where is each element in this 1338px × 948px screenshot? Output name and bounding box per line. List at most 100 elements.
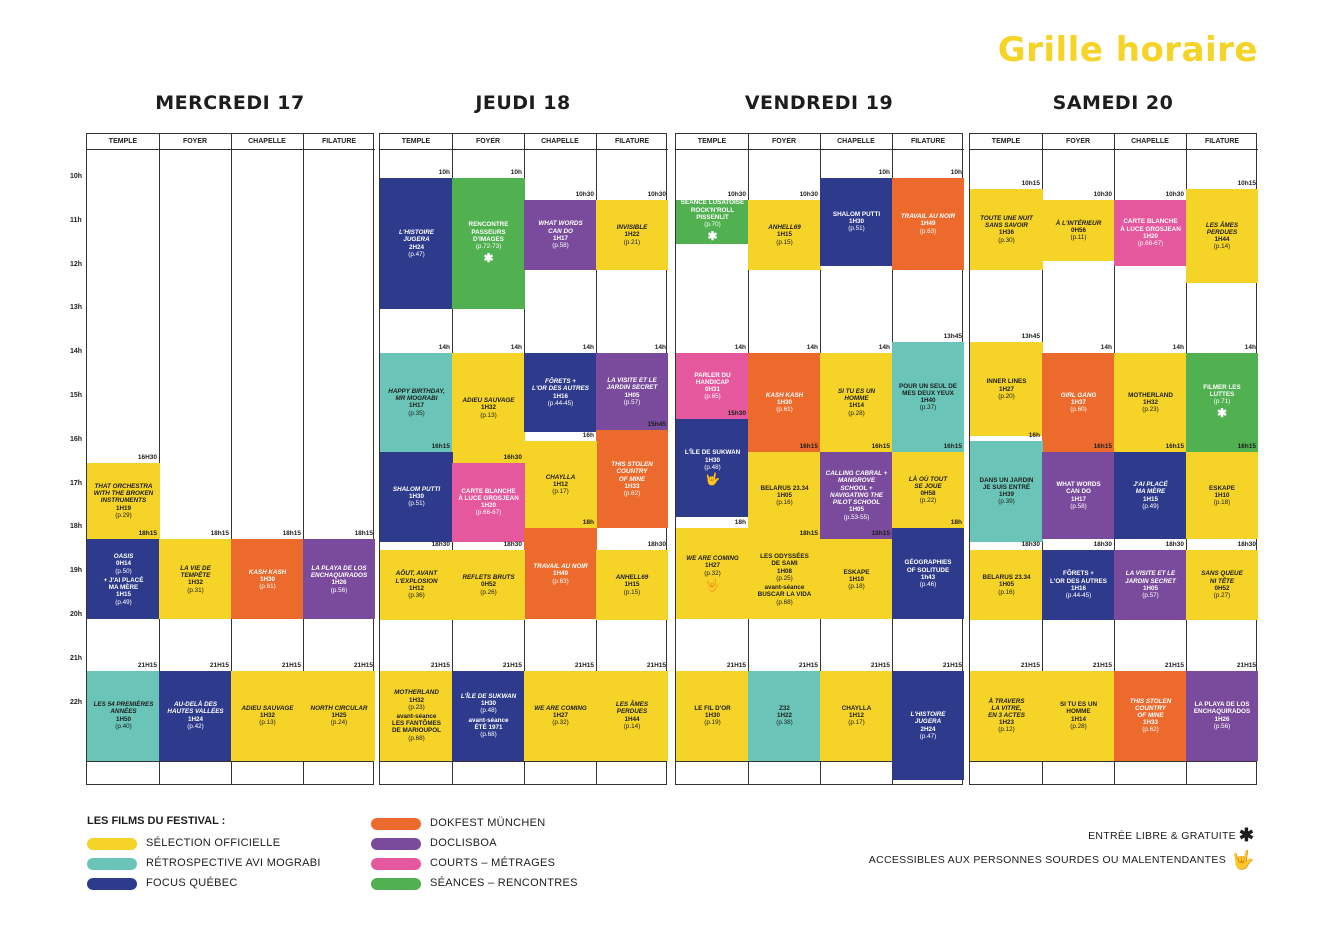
film-session[interactable]: ANHELL69 1H15 (p.15) [596, 550, 668, 620]
film-session[interactable]: LÀ OÙ TOUT SE JOUE 0H58 (p.22) [892, 451, 964, 529]
film-session[interactable]: À L'INTÉRIEUR 0H56 (p.11) [1042, 199, 1115, 262]
film-session[interactable]: NORTH CIRCULAR 1H25 (p.24) [303, 670, 375, 761]
film-session[interactable]: ESKAPE 1H10 (p.18) [820, 539, 893, 620]
film-session[interactable]: LA PLAYA DE LOS ENCHAQUIRADOS 1H26 (p.56) [303, 539, 375, 620]
film-session[interactable]: KASH KASH 1H30 (p.61) [231, 539, 304, 620]
film-session[interactable]: RENCONTRE PASSEURS D'IMAGES (p.72-73) ✱ [452, 178, 525, 310]
film-session[interactable]: L'ÎLE DE SUKWAN 1H30 (p.48) 🤟 [676, 418, 749, 518]
film-session[interactable]: L'HISTOIRE JUGERA 2H24 (p.47) [380, 178, 453, 310]
film-session[interactable]: TOUTE UNE NUIT SANS SAVOIR 1H36 (p.30) [970, 188, 1043, 270]
film-session[interactable]: J'AI PLACÉ MA MÈRE 1H15 (p.49) [1114, 451, 1187, 540]
session-time: 21H15 [502, 661, 522, 669]
day-name: MERCREDI 17 [155, 92, 305, 114]
film-session[interactable]: POUR UN SEUL DE MES DEUX YEUX 1H40 (p.37) [892, 342, 964, 452]
film-session[interactable]: WHAT WORDS CAN DO 1H17 (p.58) [524, 199, 597, 270]
film-session[interactable]: LA PLAYA DE LOS ENCHAQUIRADOS 1H26 (p.56) [1186, 670, 1258, 761]
film-duration: 1H32 [408, 696, 425, 704]
film-page: (p.12) [998, 726, 1015, 734]
film-session[interactable]: THIS STOLEN COUNTRY OF MINE 1H33 (p.62) [1114, 670, 1187, 761]
film-session[interactable]: LA VIE DE TEMPÊTE 1H32 (p.31) [159, 539, 232, 620]
film-duration: 1H30 [480, 700, 497, 708]
film-duration: 1H22 [624, 231, 640, 239]
film-session[interactable]: SANS QUEUE NI TÊTE 0H52 (p.27) [1186, 550, 1258, 620]
film-session[interactable]: FÔRETS + L'OR DES AUTRES 1H16 (p.44-45) [524, 353, 597, 433]
film-session[interactable]: SHALOM PUTTI 1H30 (p.51) [380, 451, 453, 542]
film-session[interactable]: ADIEU SAUVAGE 1H32 (p.13) [452, 353, 525, 463]
film-session[interactable]: ANHELL69 1H15 (p.15) [748, 199, 821, 270]
film-session[interactable]: AU-DELÀ DES HAUTES VALLÉES 1H24 (p.42) [159, 670, 232, 761]
film-session[interactable]: L'HISTOIRE JUGERA 2H24 (p.47) [892, 670, 964, 781]
film-session[interactable]: PARLER DU HANDICAP 0H31 (p.65) [676, 353, 749, 419]
film-session[interactable]: L'ÎLE DE SUKWAN 1H30 (p.48) avant-séance ÉT… [452, 670, 525, 761]
film-session[interactable]: OASIS 0H14 (p.50) + J'AI PLACÉ MA MÈRE 1H15(… [87, 539, 160, 620]
film-session[interactable]: THAT ORCHESTRA WITH THE BROKEN INSTRUMEN… [87, 462, 160, 540]
session-time: 18h15 [871, 530, 890, 538]
film-duration: 1H32 [187, 579, 204, 587]
hour-label: 19h [70, 567, 83, 575]
film-session[interactable]: CARTE BLANCHE À LUCE GROSJEAN 1H20 (p.66-6… [452, 462, 525, 542]
film-page: (p.19) [704, 719, 721, 727]
film-title: THAT ORCHESTRA WITH THE BROKEN INSTRUMEN… [93, 482, 154, 505]
film-session[interactable]: LES ÂMES PERDUES 1H44 (p.14) [596, 670, 668, 761]
film-session[interactable]: INVISIBLE 1H22 (p.21) [596, 199, 668, 270]
film-title: LES ÂMES PERDUES [615, 701, 649, 716]
film-session[interactable]: INNER LINES 1H27 (p.20) [970, 342, 1043, 437]
film-title: KASH KASH [765, 391, 804, 399]
film-session[interactable]: WE ARE COMING 1H27 (p.32) [524, 670, 597, 761]
session-time: 18h30 [1093, 541, 1112, 549]
film-session[interactable]: CALLING CABRAL + MANGROVE SCHOOL + NAVIG… [820, 451, 893, 540]
sign-language-icon: 🤟 [1231, 850, 1254, 870]
film-session[interactable]: GIRL GANG 1H37 (p.60) [1042, 353, 1115, 452]
film-session[interactable]: LES ODYSSÉES DE SAMI 1H08 (p.25) avant-séan… [748, 539, 821, 620]
film-session[interactable]: CHAYLLA 1H12 (p.17) [820, 670, 893, 761]
day-grid: TEMPLE FOYER CHAPELLE FILATURE 16H30 THAT ORC… [86, 133, 375, 785]
film-session[interactable]: SI TU ES UN HOMME 1H14 (p.28) [1042, 670, 1115, 761]
film-session[interactable]: BELARUS 23.34 1H05 (p.16) [970, 550, 1043, 620]
film-session[interactable]: TRAVAIL AU NOIR 1H49 (p.63) [892, 178, 964, 270]
film-session[interactable]: LA VISITE ET LE JARDIN SECRET 1H05 (p.57) [1114, 550, 1187, 620]
session-time: 14h [806, 344, 818, 352]
film-title: TRAVAIL AU NOIR [533, 563, 588, 571]
film-session[interactable]: CARTE BLANCHE À LUCE GROSJEAN 1H20 (p.66-6… [1114, 199, 1187, 266]
film-session[interactable]: LA VISITE ET LE JARDIN SECRET 1H05 (p.57) [596, 353, 668, 430]
film-session[interactable]: SHALOM PUTTI 1H30 (p.51) [820, 178, 893, 266]
film-session[interactable]: CHAYLLA 1H12 (p.17) [524, 440, 597, 529]
day-grid: TEMPLE FOYER CHAPELLE FILATURE 10h L'HISTOIRE… [379, 133, 668, 785]
film-duration: 1H20 [1142, 232, 1159, 240]
session-time: 21H15 [1236, 661, 1256, 669]
film-session[interactable]: FÔRETS + L'OR DES AUTRES 1H16 (p.44-45) [1042, 550, 1115, 620]
film-session[interactable]: DANS UN JARDIN JE SUIS ENTRÉ 1H39 (p.39) [970, 440, 1043, 542]
film-page: (p.57) [623, 398, 641, 406]
film-session[interactable]: REFLETS BRUTS 0H52 (p.26) [452, 550, 525, 620]
film-session[interactable]: KASH KASH 1H30 (p.61) [748, 353, 821, 452]
film-session[interactable]: HAPPY BIRTHDAY, MR MOGRABI 1H17 (p.35) [380, 353, 453, 452]
session-time: 21H15 [137, 661, 157, 669]
film-page: (p.36) [408, 592, 425, 600]
film-session[interactable]: WHAT WORDS CAN DO 1H17 (p.58) [1042, 451, 1115, 540]
session-time: 10h30 [799, 190, 818, 198]
film-session[interactable]: séance Lusatoise ROCK'N'ROLL PISSENLIT (p… [676, 199, 749, 244]
film-session[interactable]: LES 54 PREMIÈRES ANNÉES 1H50 (p.40) [87, 670, 160, 761]
film-session[interactable]: FILMER LES LUTTES (p.71) ✱ [1186, 353, 1258, 452]
film-session[interactable]: SI TU ES UN HOMME 1H14 (p.28) [820, 353, 893, 452]
film-session[interactable]: AÔUT, AVANT L'EXPLOSION 1H12 (p.36) [380, 550, 453, 620]
film-session[interactable]: GÉOGRAPHIES OF SOLITUDE 1h43 (p.46) [892, 528, 964, 620]
film-duration: 1H32 [1142, 398, 1159, 406]
film-session[interactable]: TRAVAIL AU NOIR 1H49 (p.63) [524, 528, 597, 620]
film-session[interactable]: LES ÂMES PERDUES 1H44 (p.14) [1186, 188, 1258, 284]
film-session[interactable]: ESKAPE 1H10 (p.18) [1186, 451, 1258, 540]
film-session[interactable]: MOTHERLAND 1H32 (p.23) avant-séance LES FAN… [380, 670, 453, 761]
film-session[interactable]: WE ARE COMING 1H27 (p.32) 🤟 [676, 528, 749, 620]
film-session[interactable]: MOTHERLAND 1H32 (p.23) [1114, 353, 1187, 452]
day-name: SAMEDI 20 [1052, 92, 1174, 114]
film-session[interactable]: ADIEU SAUVAGE 1H32 (p.13) [231, 670, 304, 761]
film-page: (p.14) [623, 722, 641, 730]
film-duration: 1H33 [1142, 719, 1159, 727]
film-session[interactable]: BELARUS 23.34 1H05 (p.16) [748, 451, 821, 540]
film-session[interactable]: À TRAVERS LA VITRE, EN 3 ACTES 1H23 (p.12) [970, 670, 1043, 761]
film-session[interactable]: Z32 1H22 (p.38) [748, 670, 821, 761]
film-session[interactable]: LE FIL D'OR 1H30 (p.19) [676, 670, 749, 761]
film-session[interactable]: THIS STOLEN COUNTRY OF MINE 1H33 (p.62) [596, 429, 668, 529]
film-page: (p.63) [919, 227, 937, 235]
session-time: 10h15 [1237, 179, 1256, 187]
